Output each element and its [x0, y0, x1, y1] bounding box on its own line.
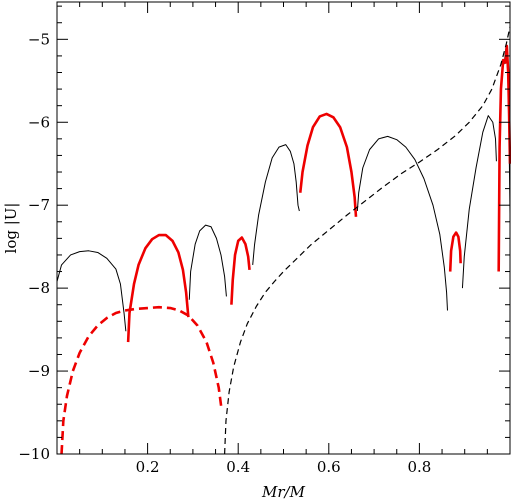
tick-labels-layer: 0.2 0.4 0.6 0.8 −10 −9 −8 −7 −6 −5: [18, 30, 431, 476]
y-tick-label: −10: [18, 445, 50, 463]
x-tick-label: 0.4: [226, 458, 250, 476]
y-tick-label: −7: [28, 196, 50, 214]
x-axis-title: Mr/M: [261, 483, 306, 501]
y-tick-label: −8: [28, 279, 50, 297]
y-tick-label: −5: [28, 30, 50, 48]
series-1-segment-4: [497, 44, 511, 272]
series-0-segment-3: [356, 135, 448, 311]
y-tick-label: −9: [28, 362, 50, 380]
series-1-segment-3: [448, 231, 462, 272]
series-0-segment-2: [252, 144, 300, 265]
series-1-segment-2: [298, 112, 358, 217]
x-tick-label: 0.6: [317, 458, 341, 476]
ticks-layer: [57, 2, 510, 455]
series-1-segment-1: [230, 236, 251, 305]
y-tick-label: −6: [28, 113, 50, 131]
series-0-segment-0: [56, 250, 127, 332]
x-tick-label: 0.8: [407, 458, 431, 476]
series-3-segment-0: [60, 305, 223, 455]
series-2-segment-0: [224, 26, 511, 455]
series-layer: [56, 26, 511, 455]
series-0-segment-4: [461, 115, 497, 289]
y-axis-title: log |U|: [2, 203, 20, 254]
series-0-segment-1: [188, 224, 227, 300]
x-tick-label: 0.2: [136, 458, 160, 476]
series-1-segment-0: [126, 233, 190, 343]
